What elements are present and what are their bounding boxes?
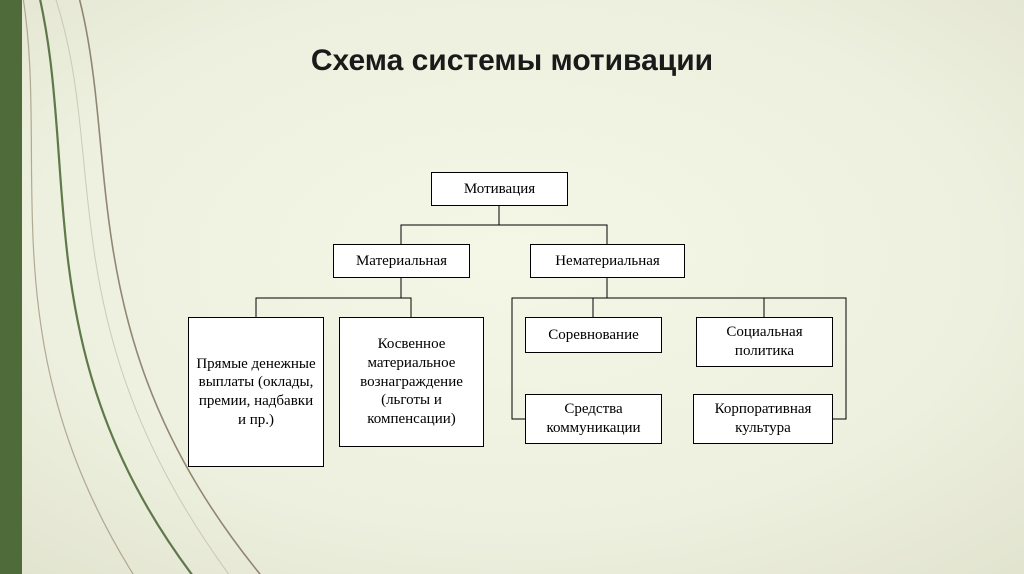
node-compet: Соревнование (525, 317, 662, 353)
edge-root-nonmat (499, 206, 607, 244)
node-root: Мотивация (431, 172, 568, 206)
node-nonmat: Нематериальная (530, 244, 685, 278)
node-direct: Прямые денежные выплаты (оклады, премии,… (188, 317, 324, 467)
background-curves (0, 0, 1024, 574)
accent-bar (0, 0, 22, 574)
node-comm: Средства коммуникации (525, 394, 662, 444)
edge-material-indirect (401, 278, 411, 317)
slide: Схема системы мотивации Мотивация Материа… (0, 0, 1024, 574)
node-material: Материальная (333, 244, 470, 278)
edge-root-material (401, 206, 499, 244)
node-indirect: Косвенное материальное вознаграждение (л… (339, 317, 484, 447)
node-social: Социальная политика (696, 317, 833, 367)
decor-curve (20, 0, 150, 574)
slide-title: Схема системы мотивации (0, 44, 1024, 78)
decor-curve (30, 0, 220, 574)
edge-nonmat-social (607, 278, 764, 317)
decor-curve (45, 0, 260, 574)
connector-lines (0, 0, 1024, 574)
node-corp: Корпоративная культура (693, 394, 833, 444)
edge-nonmat-compet (593, 278, 607, 317)
edge-material-direct (256, 278, 401, 317)
decor-curve (60, 0, 300, 574)
